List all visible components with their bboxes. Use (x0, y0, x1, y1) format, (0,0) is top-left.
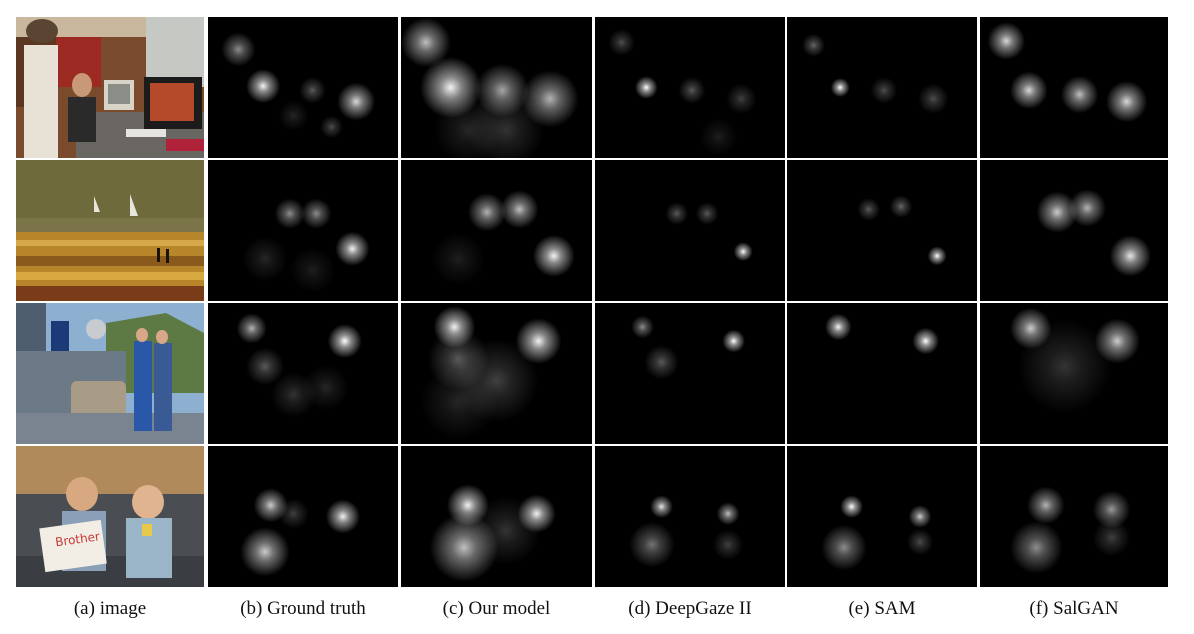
saliency-blob (303, 364, 349, 411)
saliency-blob (840, 495, 863, 519)
saliency-blob (912, 327, 939, 355)
saliency-map-sam-office-computers (787, 17, 977, 158)
saliency-map-ground-truth-beach-sailboats (208, 160, 398, 301)
saliency-blob (629, 521, 675, 568)
saliency-blob (278, 498, 309, 529)
saliency-blob (889, 195, 913, 218)
saliency-blob (420, 363, 497, 440)
saliency-blob (906, 528, 934, 556)
saliency-blob (236, 313, 267, 344)
saliency-blob (1017, 319, 1112, 414)
saliency-map-our-model-ship-deck-people (401, 303, 592, 444)
saliency-blob (631, 315, 654, 339)
saliency-blob (532, 234, 575, 277)
saliency-blob (634, 76, 658, 99)
saliency-blob (918, 83, 949, 114)
saliency-map-deepgaze-ii-two-boys-sign (595, 446, 785, 587)
saliency-blob (987, 22, 1026, 60)
saliency-blob (467, 193, 507, 232)
saliency-blob (830, 78, 850, 97)
saliency-blob (278, 100, 309, 131)
caption-image: (a) image (73, 598, 147, 619)
saliency-blob (1092, 490, 1131, 529)
saliency-blob (802, 33, 825, 57)
saliency-blob (722, 329, 746, 353)
saliency-blob (433, 95, 503, 158)
saliency-blob (221, 32, 256, 67)
saliency-blob (870, 77, 898, 104)
saliency-blob (1027, 486, 1065, 525)
caption-salgan: (f) SalGAN (1029, 598, 1119, 619)
saliency-blob (246, 68, 281, 104)
saliency-blob (301, 198, 332, 229)
saliency-map-our-model-office-computers (401, 17, 592, 158)
saliency-blob (825, 313, 852, 341)
saliency-blob (1010, 71, 1048, 110)
saliency-map-deepgaze-ii-office-computers (595, 17, 785, 158)
saliency-blob (500, 190, 539, 229)
saliency-blob (431, 231, 486, 286)
saliency-blob (325, 499, 360, 534)
saliency-map-sam-two-boys-sign (787, 446, 977, 587)
saliency-blob (678, 77, 706, 104)
saliency-map-ground-truth-ship-deck-people (208, 303, 398, 444)
saliency-blob (246, 347, 284, 386)
caption-sam: (e) SAM (848, 598, 916, 619)
saliency-blob (712, 529, 744, 560)
saliency-map-deepgaze-ii-beach-sailboats (595, 160, 785, 301)
caption-ground-truth: (b) Ground truth (240, 598, 366, 619)
saliency-blob (821, 524, 867, 571)
saliency-blob (471, 496, 541, 565)
saliency-blob (1060, 75, 1099, 114)
saliency-blob (695, 202, 719, 225)
caption-deepgaze-ii: (d) DeepGaze II (628, 598, 752, 619)
photo-two-boys-sign: Brother (16, 446, 204, 587)
saliency-blob (644, 345, 679, 380)
saliency-blob (1105, 80, 1148, 123)
saliency-map-salgan-beach-sailboats (980, 160, 1168, 301)
saliency-map-sam-ship-deck-people (787, 303, 977, 444)
saliency-blob (650, 495, 673, 519)
saliency-blob (242, 235, 288, 282)
saliency-blob (335, 231, 370, 266)
saliency-blob (240, 527, 290, 577)
saliency-blob (1010, 521, 1063, 574)
saliency-blob (299, 77, 326, 104)
photo-office-computers (16, 17, 204, 158)
saliency-blob (699, 117, 738, 156)
saliency-blob (608, 29, 635, 56)
caption-our-model: (c) Our model (442, 598, 551, 619)
saliency-blob (1068, 189, 1106, 227)
saliency-map-our-model-beach-sailboats (401, 160, 592, 301)
saliency-map-ground-truth-office-computers (208, 17, 398, 158)
saliency-blob (1036, 191, 1078, 233)
saliency-blob (927, 246, 947, 266)
saliency-blob (327, 323, 362, 359)
saliency-blob (320, 115, 343, 139)
saliency-blob (289, 247, 336, 293)
svg-text:Brother: Brother (54, 529, 100, 549)
saliency-map-ground-truth-two-boys-sign (208, 446, 398, 587)
saliency-blob (1092, 518, 1131, 557)
saliency-blob (857, 197, 881, 221)
saliency-map-salgan-ship-deck-people (980, 303, 1168, 444)
saliency-map-sam-beach-sailboats (787, 160, 977, 301)
saliency-blob (274, 198, 305, 229)
photo-ship-deck-people (16, 303, 204, 444)
saliency-map-salgan-office-computers (980, 17, 1168, 158)
photo-beach-sailboats (16, 160, 204, 301)
saliency-blob (665, 202, 689, 225)
saliency-blob (908, 505, 932, 528)
saliency-blob (1109, 235, 1152, 277)
saliency-map-our-model-two-boys-sign (401, 446, 592, 587)
saliency-blob (733, 242, 753, 262)
saliency-blob (716, 502, 740, 526)
saliency-blob (337, 82, 376, 121)
saliency-blob (726, 83, 757, 114)
saliency-map-deepgaze-ii-ship-deck-people (595, 303, 785, 444)
saliency-blob (401, 17, 451, 68)
saliency-map-salgan-two-boys-sign (980, 446, 1168, 587)
